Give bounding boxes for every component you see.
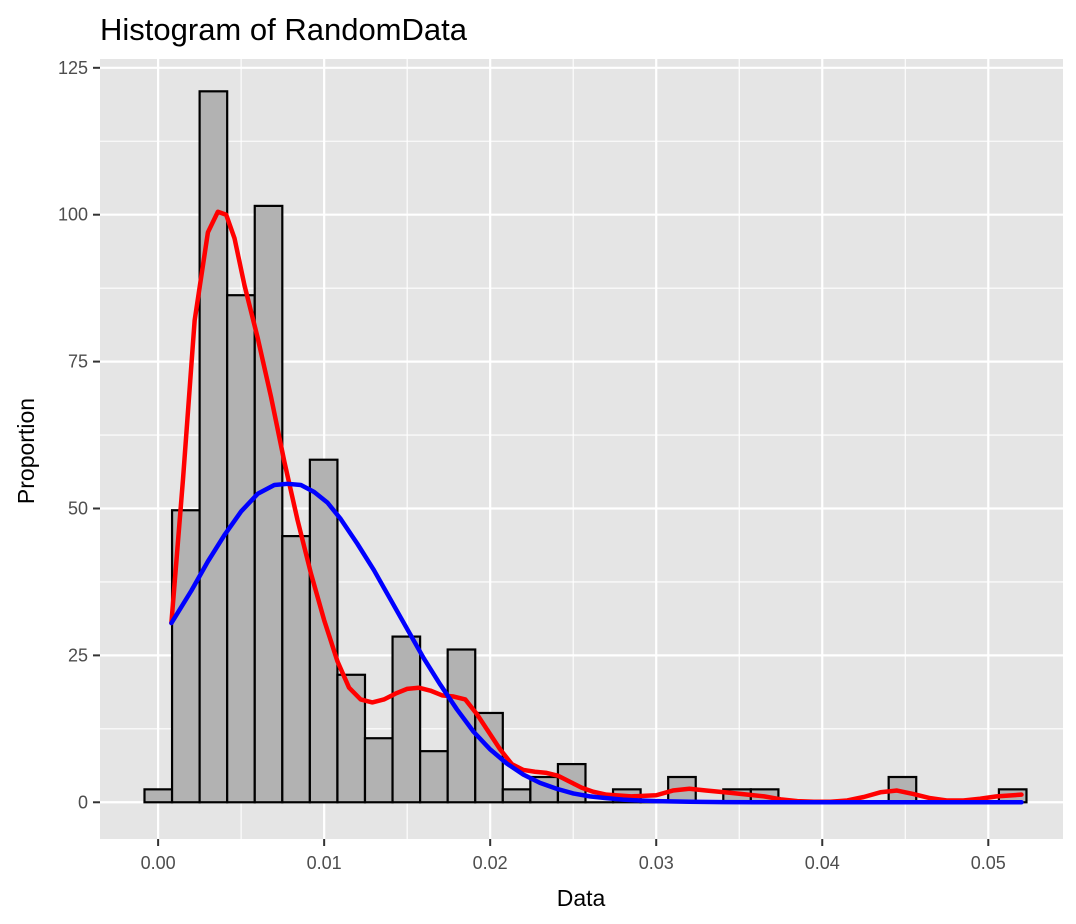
y-tick-label: 25	[68, 645, 88, 665]
histogram-bars	[143, 90, 1028, 804]
histogram-bar	[143, 788, 174, 804]
histogram-bar	[501, 788, 532, 804]
y-tick-label: 100	[58, 205, 88, 225]
x-tick-label: 0.05	[971, 853, 1006, 873]
y-axis: 0 25 50 75 100 125	[58, 58, 100, 812]
x-tick-label: 0.04	[805, 853, 840, 873]
x-axis-title: Data	[557, 885, 606, 911]
y-axis-title: Proportion	[13, 398, 39, 504]
histogram-bar	[308, 458, 339, 804]
histogram-bar	[226, 294, 256, 804]
histogram-bar	[253, 204, 284, 804]
x-tick-label: 0.03	[639, 853, 674, 873]
histogram-bar	[281, 535, 311, 804]
y-tick-label: 125	[58, 58, 88, 78]
series-line-density-empirical	[169, 209, 1024, 804]
density-curves	[169, 209, 1024, 805]
x-axis: 0.00 0.01 0.02 0.03 0.04 0.05	[141, 839, 1006, 873]
x-tick-label: 0.00	[141, 853, 176, 873]
histogram-bar	[198, 90, 229, 804]
histogram-bar	[419, 750, 449, 804]
y-tick-label: 75	[68, 352, 88, 372]
x-tick-label: 0.02	[473, 853, 508, 873]
x-tick-label: 0.01	[307, 853, 342, 873]
histogram-bar	[391, 635, 422, 804]
histogram-bar	[363, 737, 394, 804]
y-tick-label: 0	[78, 792, 88, 812]
y-tick-label: 50	[68, 498, 88, 518]
histogram-bar	[336, 673, 367, 804]
chart-title: Histogram of RandomData	[100, 12, 468, 47]
series-line-density-normal	[169, 481, 1024, 805]
